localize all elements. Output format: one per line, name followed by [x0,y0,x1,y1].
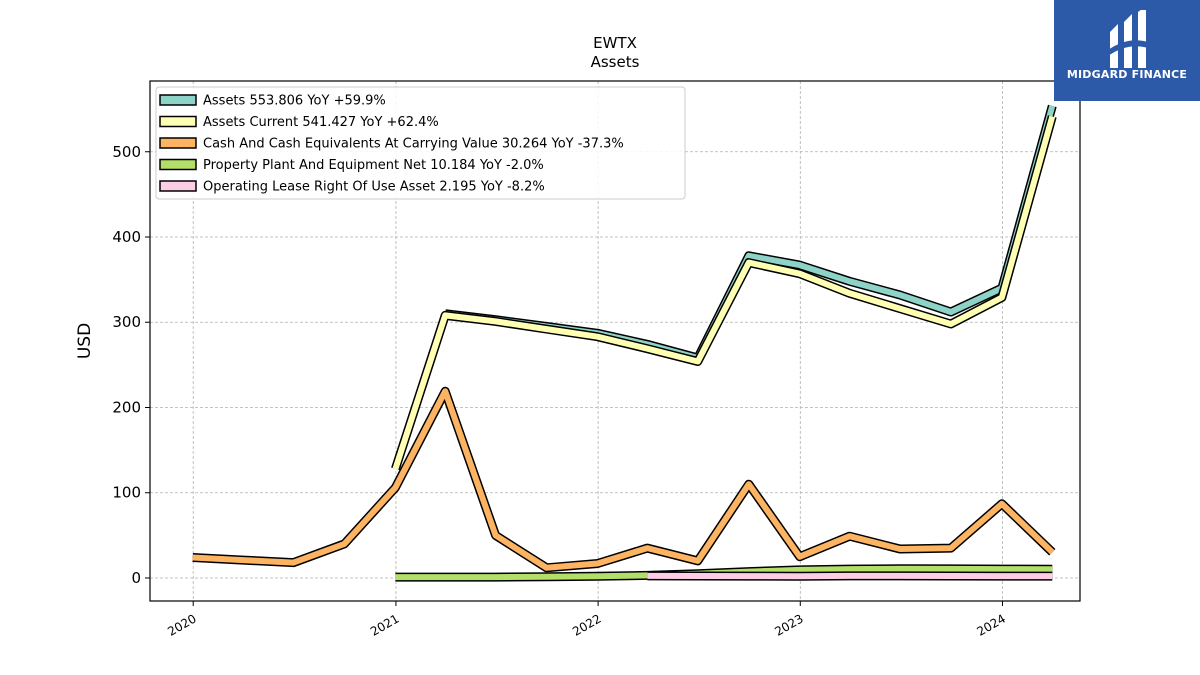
chart-title: EWTX [593,34,637,52]
legend: Assets 553.806 YoY +59.9% Assets Current … [155,86,686,200]
series-outline-2 [192,386,1056,573]
x-tick-label: 2021 [368,611,401,638]
y-tick-label: 0 [131,569,141,587]
logo-text: MIDGARD FINANCE [1066,68,1188,81]
x-tick-label: 2020 [165,611,198,638]
plot-frame [149,80,1081,602]
legend-swatch [159,137,197,149]
series-layer [192,104,1057,582]
x-tick-label: 2024 [974,611,1007,638]
y-tick-label: 400 [112,228,141,246]
series-line-2 [192,388,1055,571]
chart-subtitle: Assets [591,53,640,71]
y-tick-label: 300 [112,313,141,331]
y-tick-label: 500 [112,143,141,161]
legend-label: Operating Lease Right Of Use Asset 2.195… [203,180,545,195]
legend-swatch [159,115,197,128]
legend-swatch [159,180,197,192]
y-tick-label: 100 [112,484,141,502]
y-axis-label: USD [75,323,95,359]
x-axis: 2020 2021 2022 2023 2024 [165,601,1008,639]
legend-label: Assets Current 541.427 YoY +62.4% [203,115,439,130]
legend-label: Cash And Cash Equivalents At Carrying Va… [203,137,624,152]
brand-logo: MIDGARD FINANCE [1054,0,1200,101]
y-tick-label: 200 [112,398,141,416]
logo-mark-icon [1108,10,1148,68]
legend-swatch [159,94,197,106]
legend-label: Assets 553.806 YoY +59.9% [203,94,386,109]
series-line-1 [392,115,1056,470]
x-tick-label: 2022 [570,611,603,638]
legend-box [155,86,686,200]
legend-label: Property Plant And Equipment Net 10.184 … [203,158,544,173]
y-axis: 0 100 200 300 400 500 [112,143,150,587]
x-tick-label: 2023 [772,611,805,638]
legend-swatch [159,158,197,171]
